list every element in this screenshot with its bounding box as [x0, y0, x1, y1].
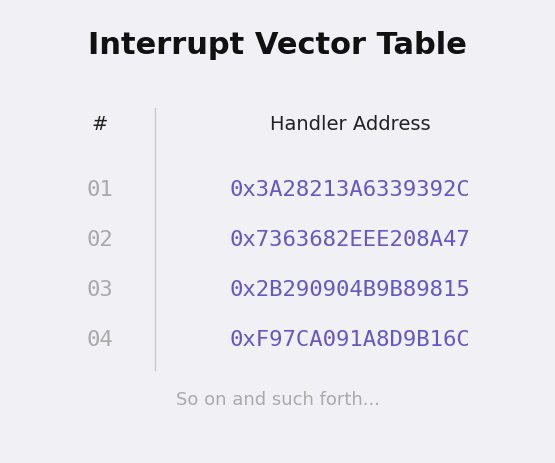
Text: Interrupt Vector Table: Interrupt Vector Table — [88, 31, 467, 60]
Text: 02: 02 — [87, 230, 113, 250]
Text: #: # — [92, 115, 108, 134]
Text: 0x2B290904B9B89815: 0x2B290904B9B89815 — [230, 280, 471, 300]
Text: 0x3A28213A6339392C: 0x3A28213A6339392C — [230, 180, 471, 200]
Text: 04: 04 — [87, 330, 113, 350]
Text: So on and such forth...: So on and such forth... — [175, 391, 380, 409]
Text: 0x7363682EEE208A47: 0x7363682EEE208A47 — [230, 230, 471, 250]
Text: 01: 01 — [87, 180, 113, 200]
Text: 03: 03 — [87, 280, 113, 300]
Text: 0xF97CA091A8D9B16C: 0xF97CA091A8D9B16C — [230, 330, 471, 350]
Text: Handler Address: Handler Address — [270, 115, 430, 134]
